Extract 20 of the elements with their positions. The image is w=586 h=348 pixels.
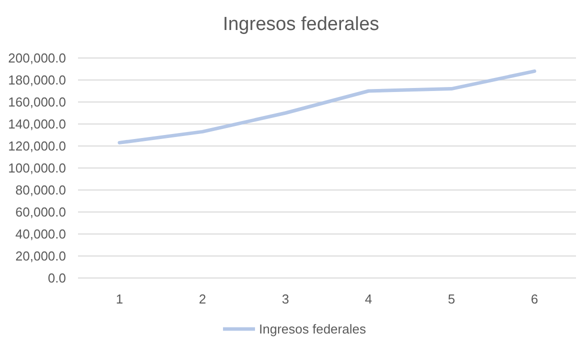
legend-label: Ingresos federales xyxy=(259,322,366,337)
y-tick-label: 0.0 xyxy=(48,270,66,286)
y-tick-label: 100,000.0 xyxy=(8,160,66,176)
y-tick-label: 40,000.0 xyxy=(15,226,66,242)
line-series xyxy=(118,69,536,144)
x-tick-label: 6 xyxy=(530,292,538,307)
y-tick-label: 60,000.0 xyxy=(15,204,66,220)
y-tick-label: 200,000.0 xyxy=(8,50,66,66)
y-tick-label: 80,000.0 xyxy=(15,182,66,198)
y-tick-label: 160,000.0 xyxy=(8,94,66,110)
x-tick-label: 1 xyxy=(116,292,124,307)
y-tick-label: 120,000.0 xyxy=(8,138,66,154)
y-tick-label: 20,000.0 xyxy=(15,248,66,264)
chart-title: Ingresos federales xyxy=(222,14,380,35)
y-tick-label: 140,000.0 xyxy=(8,116,66,132)
x-tick-label: 3 xyxy=(282,292,290,307)
x-tick-label: 5 xyxy=(448,292,456,307)
y-tick-label: 180,000.0 xyxy=(8,72,66,88)
x-tick-label: 4 xyxy=(364,292,372,307)
x-tick-label: 2 xyxy=(198,292,206,307)
